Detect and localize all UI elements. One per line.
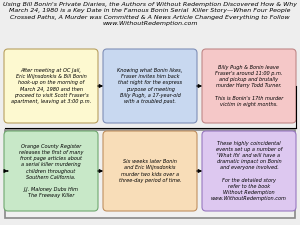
FancyBboxPatch shape <box>202 131 296 211</box>
Text: After meeting at OC Jail,
Eric Wijnsdonkis & Bill Bonin
hook-up on the morning o: After meeting at OC Jail, Eric Wijnsdonk… <box>11 68 91 104</box>
Text: Knowing what Bonin likes,
Fraser invites him back
that night for the express
pur: Knowing what Bonin likes, Fraser invites… <box>117 68 183 104</box>
Text: Orange County Register
releases the first of many
front page articles about
a se: Orange County Register releases the firs… <box>19 144 83 198</box>
Text: Six weeks later Bonin
and Eric Wijnsdonkis
murder two kids over a
three-day peri: Six weeks later Bonin and Eric Wijnsdonk… <box>118 159 182 183</box>
Text: Using Bill Bonin's Private Diaries, the Authors of Without Redemption Discovered: Using Bill Bonin's Private Diaries, the … <box>3 2 297 26</box>
Text: Billy Pugh & Bonin leave
Fraser's around 11:00 p.m.
and pickup and brutally
murd: Billy Pugh & Bonin leave Fraser's around… <box>215 65 283 107</box>
FancyBboxPatch shape <box>5 130 295 218</box>
Text: These highly coincidental
events set up a number of
'What Ifs' and will have a
d: These highly coincidental events set up … <box>211 141 287 201</box>
FancyBboxPatch shape <box>103 49 197 123</box>
FancyBboxPatch shape <box>4 131 98 211</box>
FancyBboxPatch shape <box>103 131 197 211</box>
FancyBboxPatch shape <box>202 49 296 123</box>
FancyBboxPatch shape <box>4 49 98 123</box>
